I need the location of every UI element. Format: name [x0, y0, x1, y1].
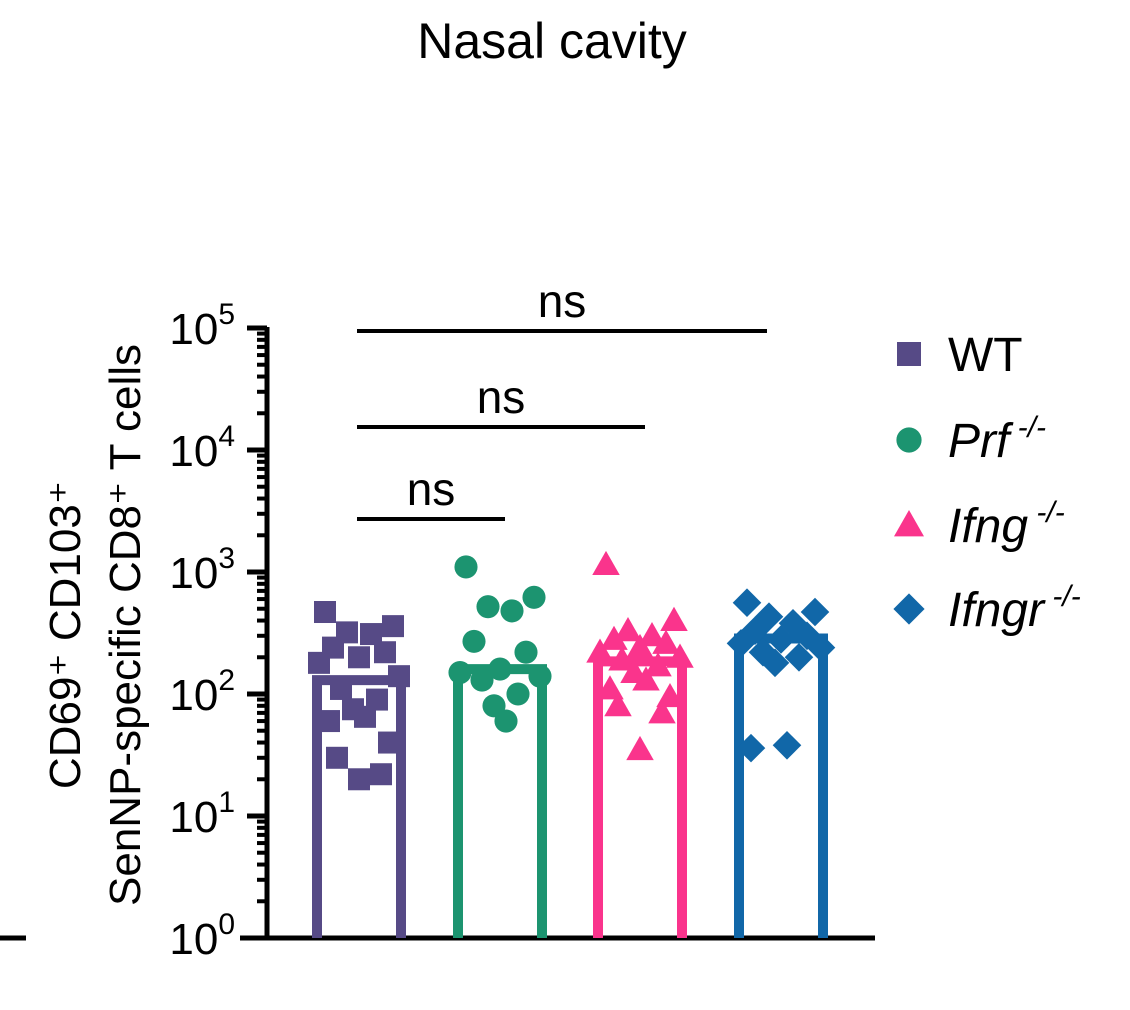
data-point-wt: [388, 665, 410, 688]
data-point-prf: [494, 709, 518, 733]
data-point-ifng: [604, 692, 632, 717]
data-point-ifng: [608, 646, 636, 671]
data-point-ifng: [666, 643, 694, 668]
data-point-ifng: [652, 629, 680, 654]
legend-marker-ifngr: [893, 593, 925, 625]
data-point-wt: [366, 688, 388, 711]
data-point-ifngr: [760, 648, 790, 678]
data-point-ifng: [644, 652, 672, 677]
data-point-wt: [326, 746, 348, 769]
data-point-ifng: [638, 622, 666, 647]
comparison-label: ns: [538, 275, 587, 327]
data-point-ifng: [626, 633, 654, 659]
y-axis-label-line1: CD69⁺ CD103⁺: [41, 481, 90, 789]
y-tick-label: 105: [169, 298, 235, 354]
bar-ifng: [593, 656, 687, 938]
data-point-ifng: [592, 550, 620, 576]
data-point-ifngr: [772, 730, 802, 760]
data-point-wt: [370, 763, 392, 786]
data-point-ifngr: [784, 642, 814, 672]
legend-label-ifng: Ifng -/-: [948, 496, 1065, 553]
y-axis-ticks: 100 101 102 103 104 105: [169, 298, 267, 964]
data-point-ifngr: [726, 629, 756, 658]
comparison-label: ns: [407, 463, 456, 515]
data-point-prf: [488, 657, 512, 681]
y-tick-label: 104: [169, 420, 235, 476]
data-point-ifngr: [736, 733, 766, 763]
data-point-prf: [462, 629, 486, 653]
legend-marker-wt: [897, 342, 921, 366]
y-tick-label: 101: [169, 786, 235, 842]
data-point-ifng: [626, 735, 654, 761]
bar-ifngr: [734, 633, 828, 938]
y-tick-label: 100: [169, 908, 235, 964]
data-point-wt: [360, 623, 382, 646]
data-point-ifngr: [766, 625, 796, 654]
data-point-wt: [308, 651, 330, 674]
data-point-wt: [382, 615, 404, 638]
data-point-wt: [348, 768, 370, 791]
chart-title: Nasal cavity: [417, 13, 687, 69]
data-point-prf: [522, 585, 546, 609]
data-point-prf: [514, 640, 538, 664]
data-point-wt: [330, 677, 352, 700]
legend-label-prf: Prf -/-: [948, 411, 1046, 468]
data-point-wt: [378, 731, 400, 754]
data-point-ifng: [586, 638, 614, 663]
data-point-wt: [314, 601, 336, 624]
data-point-prf: [500, 599, 524, 623]
legend: WT Prf -/- Ifng -/- Ifngr -/-: [893, 329, 1081, 637]
y-tick-label: 102: [169, 664, 235, 720]
data-point-prf: [506, 682, 530, 706]
data-point-wt: [318, 710, 340, 733]
data-point-ifng: [648, 699, 676, 724]
legend-marker-prf: [896, 427, 922, 453]
data-point-wt: [348, 646, 370, 669]
legend-label-ifngr: Ifngr -/-: [948, 580, 1081, 637]
comparison-label: ns: [477, 371, 526, 423]
y-tick-label: 103: [169, 542, 235, 598]
data-point-ifng: [656, 682, 684, 708]
data-point-prf: [448, 660, 472, 685]
data-point-ifng: [614, 616, 642, 642]
data-point-prf: [476, 595, 500, 619]
data-point-ifng: [660, 606, 688, 631]
y-axis-label: CD69⁺ CD103⁺ SenNP-specific CD8⁺ T cells: [41, 344, 150, 906]
data-point-ifng: [600, 625, 628, 650]
data-point-ifngr: [800, 597, 830, 627]
legend-label-wt: WT: [948, 329, 1023, 382]
legend-marker-ifng: [894, 510, 924, 537]
data-point-ifng: [596, 675, 624, 700]
data-point-wt: [354, 705, 376, 728]
data-point-prf: [470, 668, 494, 692]
data-point-prf: [528, 664, 552, 688]
data-point-ifngr: [806, 633, 836, 662]
data-point-prf: [454, 555, 478, 579]
bar-wt: [312, 675, 406, 938]
y-axis-label-line2: SenNP-specific CD8⁺ T cells: [101, 344, 150, 906]
data-point-wt: [374, 641, 396, 664]
data-point-ifngr: [740, 616, 770, 646]
data-point-ifng: [632, 666, 660, 691]
data-points: [308, 550, 836, 791]
data-point-ifngr: [732, 588, 762, 618]
